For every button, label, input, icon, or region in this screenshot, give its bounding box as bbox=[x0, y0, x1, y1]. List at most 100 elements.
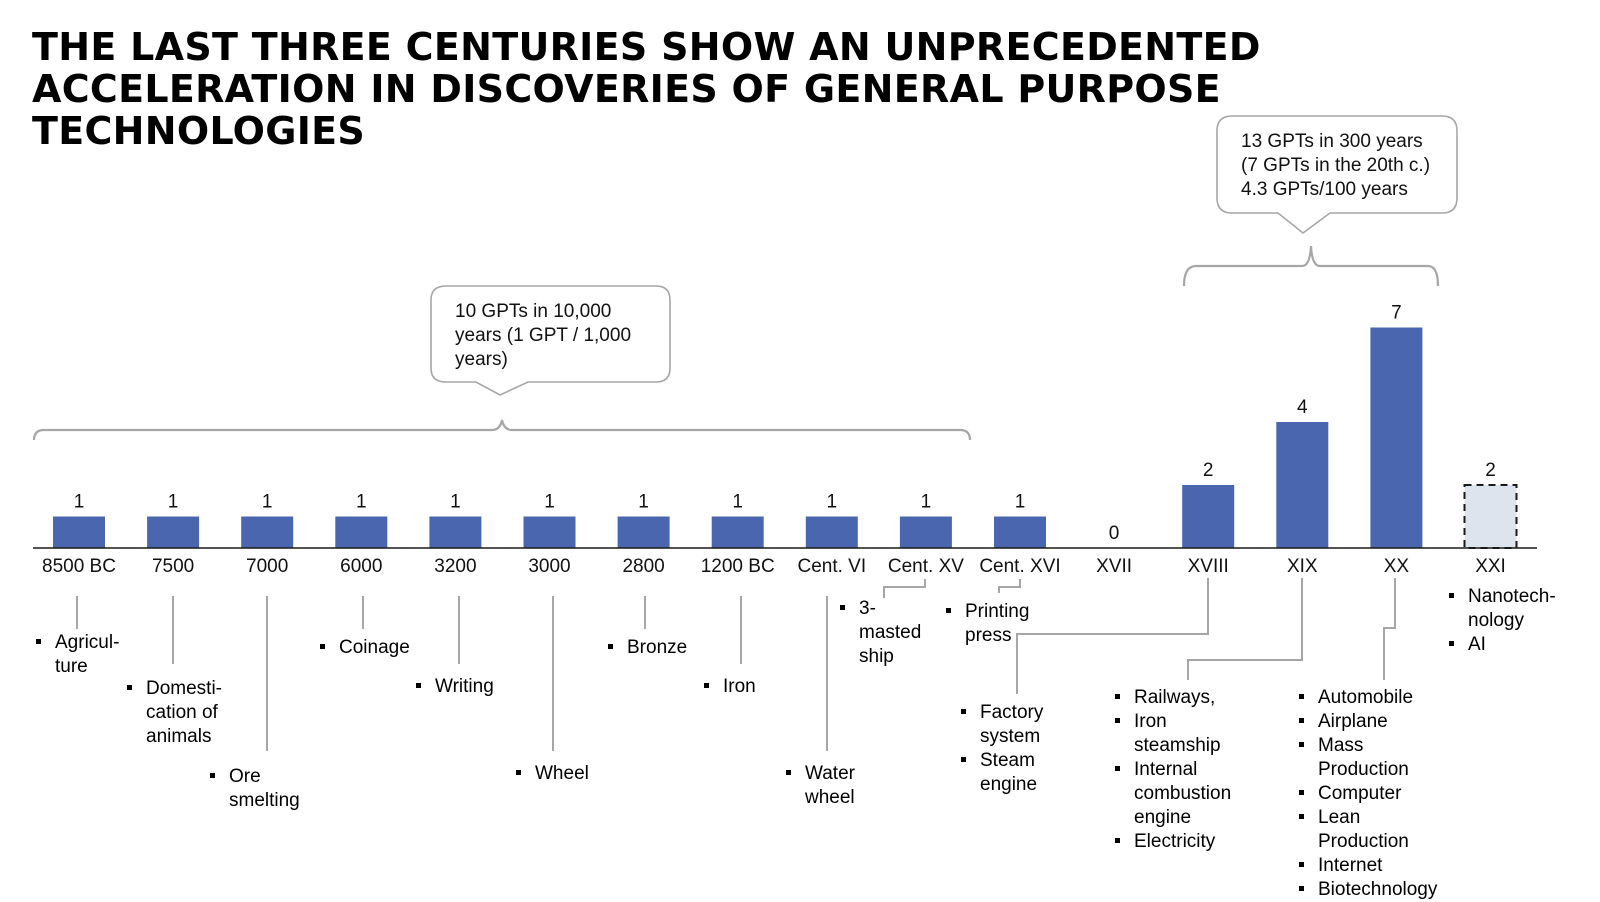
technology-label-line: Writing bbox=[435, 676, 494, 697]
technology-list: Factory system Steam engine bbox=[960, 701, 1043, 797]
bars: 1 8500 BC 1 7500 1 7000 1 6000 1 3200 1 3000 1 2800 1 1… bbox=[42, 303, 1518, 577]
tick-label: 1200 BC bbox=[701, 556, 775, 577]
technology-item: Agricul-ture bbox=[35, 631, 119, 679]
technology-item: Electricity bbox=[1114, 830, 1231, 854]
technology-label-line: Internet bbox=[1318, 855, 1383, 876]
connector-lines bbox=[76, 578, 1396, 751]
technology-label-line: combustion bbox=[1134, 783, 1232, 804]
technology-item: Coinage bbox=[319, 636, 410, 660]
tick-label: 8500 BC bbox=[42, 556, 116, 577]
technology-item: Ore smelting bbox=[209, 765, 300, 813]
bar bbox=[1276, 422, 1329, 548]
data-label: 1 bbox=[544, 492, 555, 513]
technology-label-line: cation of bbox=[146, 702, 218, 723]
technology-label-line: wheel bbox=[805, 787, 855, 808]
data-label: 1 bbox=[827, 492, 838, 513]
technology-item: 3- masted ship bbox=[839, 597, 921, 669]
bracket-right bbox=[1182, 245, 1440, 287]
bar bbox=[335, 516, 388, 548]
tick-label: 2800 bbox=[622, 556, 664, 577]
technology-label-line: Ore bbox=[229, 766, 261, 787]
data-label: 1 bbox=[450, 492, 461, 513]
connector-line bbox=[883, 579, 926, 598]
technology-list: Bronze bbox=[607, 636, 687, 660]
tick-label: Cent. XVI bbox=[979, 556, 1060, 577]
technology-list: Wheel bbox=[515, 762, 589, 786]
brackets bbox=[32, 245, 1440, 441]
technology-item: Automobile bbox=[1298, 686, 1437, 710]
technology-label-line: Factory bbox=[980, 702, 1044, 723]
technology-list: Railways, Iron steamship Internal combustio… bbox=[1114, 686, 1231, 854]
connector-line bbox=[1016, 578, 1209, 694]
callout-right-line: 4.3 GPTs/100 years bbox=[1241, 179, 1408, 200]
technology-label-line: Nanotech- bbox=[1468, 586, 1556, 607]
tick-label: XVII bbox=[1096, 556, 1132, 577]
technology-item: Iron steamship bbox=[1114, 710, 1231, 758]
tick-label: 3000 bbox=[528, 556, 570, 577]
data-label: 1 bbox=[168, 492, 179, 513]
technology-label-line: animals bbox=[146, 726, 212, 747]
technology-list: 3- masted ship bbox=[839, 597, 921, 669]
bar bbox=[241, 516, 294, 548]
callout-right-line: (7 GPTs in the 20th c.) bbox=[1241, 155, 1431, 176]
data-label: 1 bbox=[732, 492, 743, 513]
data-label: 2 bbox=[1485, 460, 1496, 481]
tick-label: 3200 bbox=[434, 556, 476, 577]
bar bbox=[805, 516, 858, 548]
bar bbox=[1370, 327, 1423, 548]
callout-right-line: 13 GPTs in 300 years bbox=[1241, 131, 1423, 152]
technology-label-line: AI bbox=[1468, 634, 1486, 655]
technology-item: Bronze bbox=[607, 636, 687, 660]
technology-label-line: Coinage bbox=[339, 637, 410, 658]
technology-label-line: Automobile bbox=[1318, 687, 1414, 708]
technology-label-line: Railways, bbox=[1134, 687, 1216, 708]
technology-label-line: 3- bbox=[859, 598, 876, 619]
bar bbox=[53, 516, 105, 548]
technology-label-line: Lean Production bbox=[1318, 807, 1409, 852]
technology-label-line: Agricul- bbox=[55, 632, 120, 653]
technology-item: Factory system bbox=[960, 701, 1043, 749]
technology-list: Domesti-cation of animals bbox=[126, 677, 222, 749]
connector-line bbox=[1383, 578, 1396, 680]
technology-list: Agricul-ture bbox=[35, 631, 119, 679]
callout-left-line: years) bbox=[455, 349, 508, 370]
callout-right-text: 13 GPTs in 300 years (7 GPTs in the 20th… bbox=[1241, 130, 1430, 202]
bar bbox=[617, 516, 670, 548]
connector-line bbox=[1187, 578, 1303, 680]
technology-item: Domesti-cation of animals bbox=[126, 677, 222, 749]
technology-label-line: system bbox=[980, 726, 1041, 747]
technology-label-line: Printing bbox=[965, 601, 1030, 622]
technology-list: Nanotech-nology AI bbox=[1448, 585, 1556, 657]
bracket-left bbox=[32, 419, 972, 441]
callout-left-text: 10 GPTs in 10,000 years (1 GPT / 1,000 y… bbox=[455, 300, 631, 372]
tick-label: XVIII bbox=[1188, 556, 1229, 577]
technology-item: Iron bbox=[703, 675, 756, 699]
technology-item: Railways, bbox=[1114, 686, 1231, 710]
page-title: THE LAST THREE CENTURIES SHOW AN UNPRECE… bbox=[32, 25, 1261, 153]
technology-item: Steam engine bbox=[960, 749, 1043, 797]
data-label: 1 bbox=[638, 492, 649, 513]
bar bbox=[994, 516, 1046, 548]
data-label: 4 bbox=[1297, 397, 1308, 418]
callout-left-line: years (1 GPT / 1,000 bbox=[455, 325, 632, 346]
technology-label-line: press bbox=[965, 625, 1012, 646]
technology-label-line: Iron steamship bbox=[1134, 711, 1221, 756]
tick-label: Cent. XV bbox=[888, 556, 964, 577]
technology-list: Ore smelting bbox=[209, 765, 300, 813]
data-label: 7 bbox=[1391, 303, 1402, 324]
technology-item: Wheel bbox=[515, 762, 589, 786]
technology-item: Writing bbox=[415, 675, 494, 699]
bar bbox=[1182, 485, 1235, 548]
technology-label-line: engine bbox=[980, 774, 1038, 795]
technology-label-line: Bronze bbox=[627, 637, 688, 658]
data-label: 0 bbox=[1109, 523, 1120, 544]
technology-label-line: Biotechnology bbox=[1318, 879, 1438, 900]
bar bbox=[429, 516, 482, 548]
technology-item: Mass Production bbox=[1298, 734, 1437, 782]
technology-list: Writing bbox=[415, 675, 494, 699]
callout-bubbles bbox=[430, 115, 1458, 396]
technology-list: Automobile Airplane Mass Production Compute… bbox=[1298, 686, 1437, 902]
bar bbox=[147, 516, 200, 548]
technology-label-line: Iron bbox=[723, 676, 756, 697]
technology-label-line: Mass Production bbox=[1318, 735, 1409, 780]
